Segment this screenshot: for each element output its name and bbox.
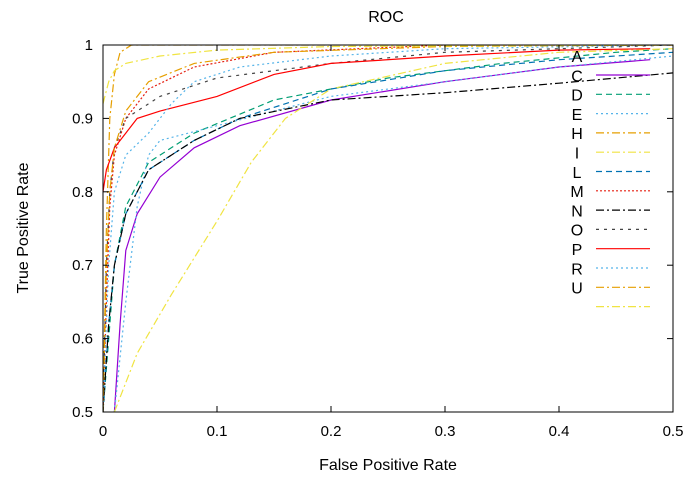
y-tick-label: 0.5: [72, 404, 93, 421]
series-line-m: [103, 72, 673, 412]
y-axis-label: True Positive Rate: [15, 162, 32, 293]
plot-frame: [102, 44, 674, 413]
x-axis: 0 0.1 0.2 0.3 0.4 0.5: [99, 45, 684, 440]
y-tick-label: 0.6: [72, 331, 93, 348]
series-line-i: [103, 51, 673, 412]
series-line-p: [103, 45, 673, 412]
series-line-e: [103, 45, 673, 412]
series-line-l: [103, 45, 673, 412]
y-tick-label: 0.8: [72, 184, 93, 201]
legend-label-d: D: [571, 88, 583, 105]
plot-area: [102, 44, 674, 413]
legend-label-n: N: [571, 203, 583, 220]
legend-label-u: U: [571, 281, 583, 298]
series-line-r: [103, 45, 673, 412]
legend-label-p: P: [572, 242, 583, 259]
series-line-u: [103, 45, 673, 104]
y-axis: 0.5 0.6 0.7 0.8 0.9 1: [72, 37, 673, 421]
y-tick-label: 0.9: [72, 110, 93, 127]
y-tick-label: 0.7: [72, 257, 93, 274]
x-tick-label: 0.3: [435, 423, 456, 440]
chart-title: ROC: [368, 9, 404, 26]
y-tick-label: 1: [85, 37, 93, 54]
x-tick-label: 0.5: [663, 423, 684, 440]
legend-label-h: H: [571, 126, 583, 143]
x-tick-label: 0.1: [207, 423, 228, 440]
legend-label-c: C: [571, 68, 583, 85]
x-tick-label: 0.4: [549, 423, 570, 440]
series-line-o: [103, 48, 651, 192]
legend-label-m: M: [570, 184, 583, 201]
series-line-h: [113, 48, 673, 412]
series-group: [103, 45, 673, 412]
legend-label-o: O: [571, 223, 583, 240]
legend-label-i: I: [575, 146, 579, 163]
x-tick-label: 0.2: [321, 423, 342, 440]
legend-label-l: L: [573, 165, 582, 182]
series-line-d: [113, 55, 673, 412]
series-line-a: [113, 59, 651, 412]
x-axis-label: False Positive Rate: [319, 457, 457, 474]
legend-label-r: R: [571, 261, 583, 278]
series-line-n: [103, 45, 673, 412]
legend-label-a: A: [572, 49, 583, 66]
legend-label-e: E: [572, 107, 583, 124]
x-tick-label: 0: [99, 423, 107, 440]
